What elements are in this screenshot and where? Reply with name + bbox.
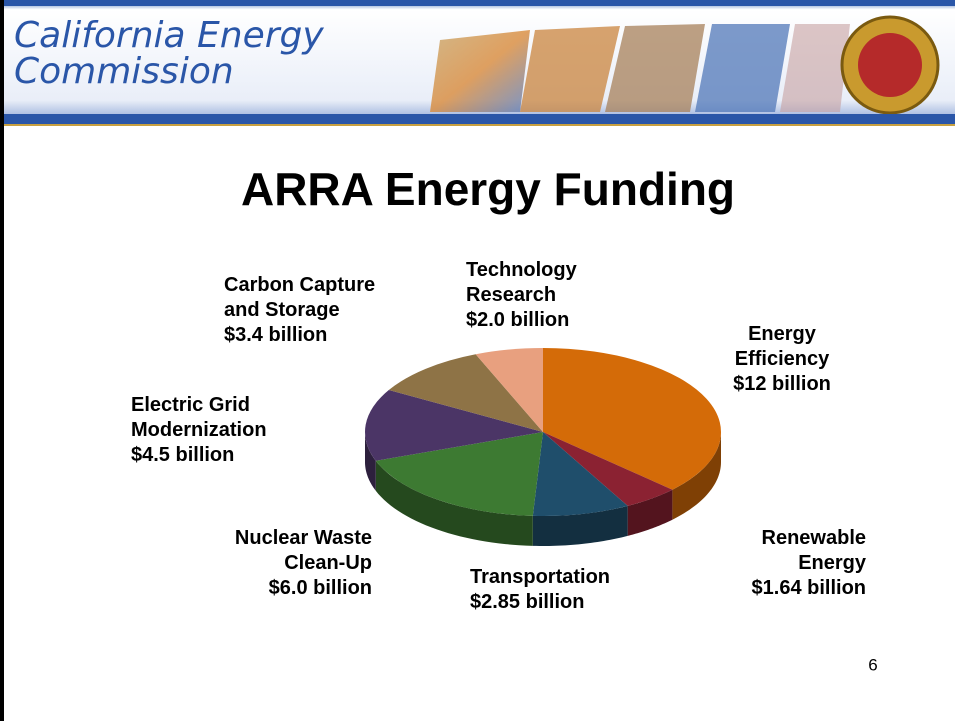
pie-slice (388, 354, 543, 432)
value-label: $1.64 billion (751, 577, 866, 599)
pie (365, 348, 722, 546)
banner-photo (780, 24, 850, 112)
pie-slice (475, 348, 543, 432)
category-name: Transportation (470, 566, 611, 588)
slice-label: Renewable Energy $1.64 billion (700, 526, 866, 601)
value-label: $3.4 billion (224, 324, 328, 346)
slice-label: Energy Efficiency $12 billion (700, 322, 864, 397)
pie-slice (532, 432, 628, 516)
category-name: Technology Research (466, 259, 577, 306)
category-name: Renewable Energy (761, 527, 866, 574)
category-name: Energy Efficiency (734, 323, 830, 370)
header-rule (0, 114, 955, 124)
pie-slice (543, 432, 673, 506)
value-label: $12 billion (733, 373, 831, 395)
slice-side (365, 432, 376, 491)
slice-label: Carbon Capture and Storage $3.4 billion (224, 273, 424, 348)
slide-left-border (0, 0, 4, 721)
slice-side (532, 505, 628, 546)
value-label: $4.5 billion (131, 444, 235, 466)
header-rule-gold (0, 124, 955, 126)
header-top-bar (0, 0, 955, 6)
page-number: 6 (868, 655, 877, 674)
banner-photo (520, 26, 620, 112)
pie-slice (375, 432, 543, 516)
slice-label: Electric Grid Modernization $4.5 billion (131, 393, 331, 468)
value-label: $2.0 billion (466, 309, 570, 331)
value-label: $2.85 billion (470, 591, 585, 613)
slice-label: Transportation $2.85 billion (470, 565, 660, 615)
banner-photo (695, 24, 790, 112)
slice-label: Nuclear Waste Clean-Up $6.0 billion (160, 526, 372, 601)
slice-side (375, 460, 533, 546)
banner-photo (605, 24, 705, 112)
slice-label: Technology Research $2.0 billion (466, 258, 626, 333)
pie-slice (365, 390, 543, 461)
slice-side (672, 432, 721, 520)
category-name: Carbon Capture and Storage (224, 274, 376, 321)
category-name: Electric Grid Modernization (131, 394, 267, 441)
state-seal-inner (858, 33, 922, 97)
pie-slice (543, 348, 722, 490)
slice-side (627, 489, 673, 536)
value-label: $6.0 billion (268, 577, 372, 599)
header-title: California Energy Commission (14, 15, 324, 92)
category-name: Nuclear Waste Clean-Up (234, 527, 372, 574)
banner-photo (430, 30, 530, 112)
chart-title: ARRA Energy Funding (241, 163, 735, 215)
